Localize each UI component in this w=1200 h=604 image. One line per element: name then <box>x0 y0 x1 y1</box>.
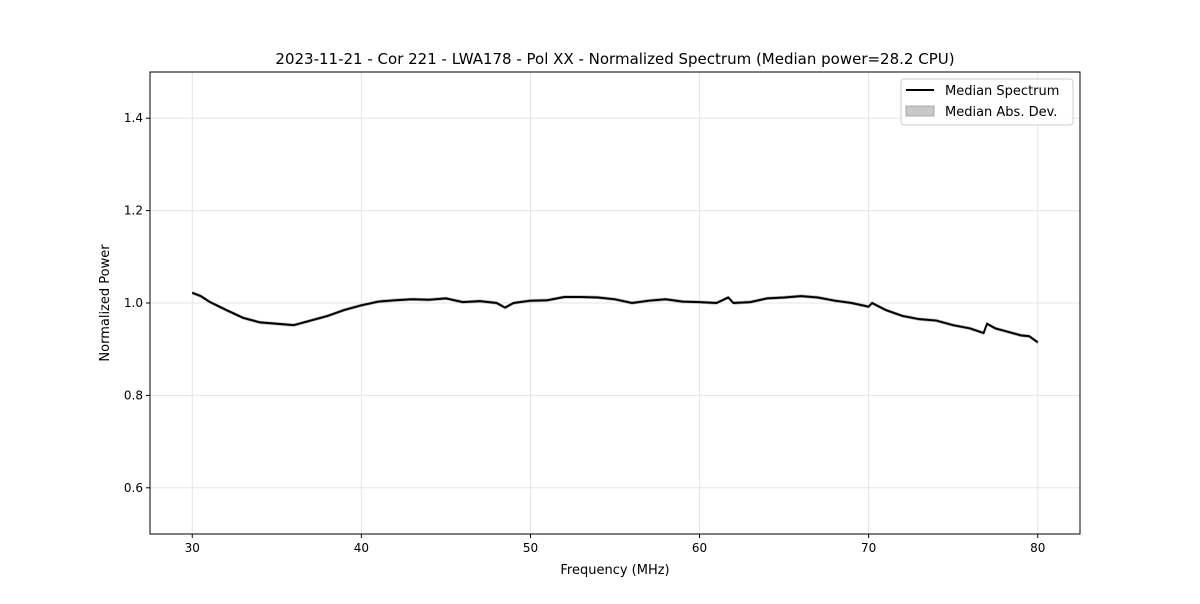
legend-band-swatch <box>905 105 935 117</box>
median-spectrum-line <box>191 291 1039 344</box>
legend: Median Spectrum Median Abs. Dev. <box>900 78 1074 126</box>
chart-title: 2023-11-21 - Cor 221 - LWA178 - Pol XX -… <box>275 50 954 68</box>
x-tick-label: 50 <box>523 541 538 555</box>
legend-mad: Median Abs. Dev. <box>945 105 1057 120</box>
legend-box <box>900 78 1074 126</box>
y-tick-label: 0.8 <box>124 388 143 402</box>
x-tick-label: 40 <box>354 541 369 555</box>
ticks: 30 40 50 60 70 80 0.6 0.8 1.0 1.2 1.4 <box>124 111 1045 555</box>
x-axis-label: Frequency (MHz) <box>560 563 669 578</box>
x-tick-label: 80 <box>1030 541 1045 555</box>
y-tick-label: 1.2 <box>124 204 143 218</box>
mad-band <box>192 291 1038 345</box>
x-tick-label: 70 <box>861 541 876 555</box>
y-tick-label: 1.4 <box>124 111 143 125</box>
x-tick-label: 60 <box>692 541 707 555</box>
grid <box>150 72 1080 534</box>
y-axis-label: Normalized Power <box>98 244 113 362</box>
y-tick-label: 0.6 <box>124 481 143 495</box>
legend-median-spectrum: Median Spectrum <box>945 84 1059 99</box>
x-tick-label: 30 <box>185 541 200 555</box>
y-tick-label: 1.0 <box>124 296 143 310</box>
